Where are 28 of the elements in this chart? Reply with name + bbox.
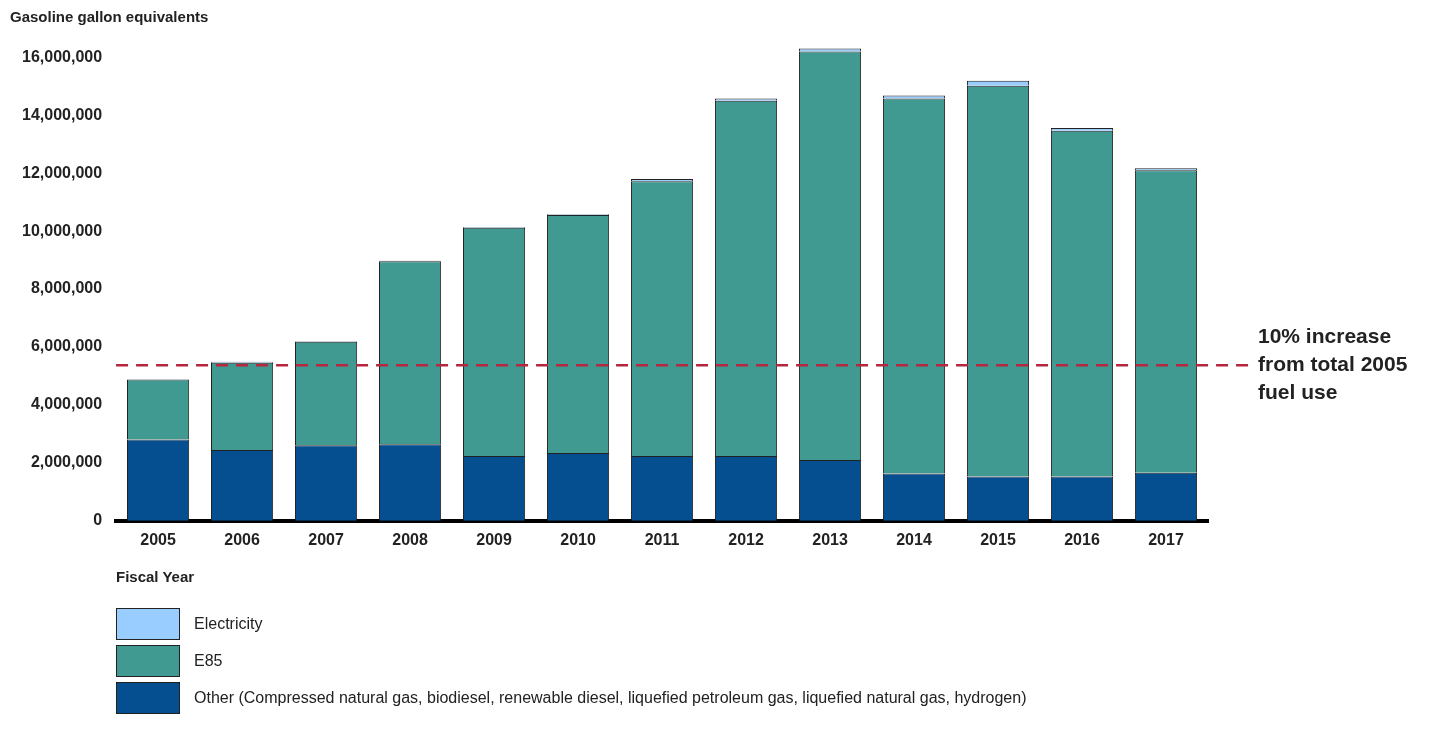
y-tick-label: 6,000,000 [30,337,103,355]
x-tick-label: 2013 [812,530,848,548]
x-tick-label: 2012 [728,530,764,548]
y-tick-label: 8,000,000 [30,279,103,297]
y-tick-label: 12,000,000 [22,163,103,181]
y-tick-label: 10,000,000 [22,221,103,239]
y-tick-label: 2,000,000 [30,453,103,471]
y-tick-label: 0 [93,511,103,529]
x-tick-label: 2016 [1064,530,1100,548]
x-tick-label: 2009 [476,530,512,548]
x-tick-label: 2005 [140,530,176,548]
y-tick-label: 4,000,000 [30,395,103,413]
legend-label: Electricity [194,614,263,633]
x-tick-label: 2015 [980,530,1016,548]
x-tick-label: 2007 [308,530,344,548]
y-tick-label: 16,000,000 [22,47,103,65]
y-tick-label: 14,000,000 [22,105,103,123]
x-tick-label: 2017 [1148,530,1184,548]
legend-label: E85 [194,651,223,670]
x-tick-label: 2006 [224,530,260,548]
ref-line-label: 10% increase from total 2005 fuel use [1258,324,1408,404]
x-tick-label: 2010 [560,530,596,548]
y-axis-title: Gasoline gallon equivalents [10,8,210,25]
x-axis-title: Fiscal Year [116,568,196,585]
x-tick-label: 2011 [644,530,680,548]
x-tick-label: 2014 [896,530,932,548]
legend-label: Other (Compressed natural gas, biodiesel, renewable diesel, liquefied petroleum gas, liquefied natural gas, hydrogen) [194,688,1027,707]
x-tick-label: 2008 [392,530,428,548]
